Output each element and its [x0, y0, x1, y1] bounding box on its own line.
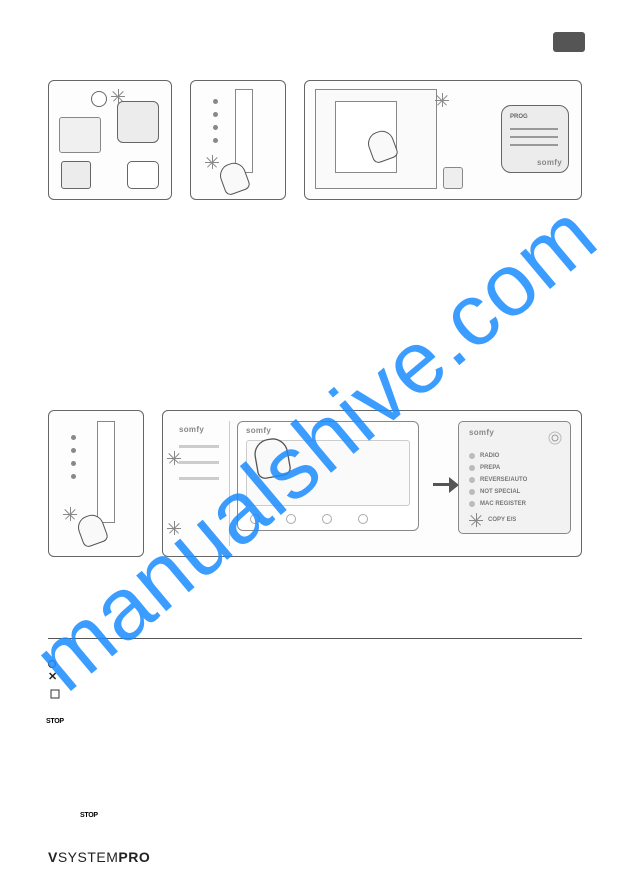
diagram-panel-2: [190, 80, 286, 200]
icon-stack: ✕: [48, 660, 68, 701]
brand-footer: VSYSTEMPRO: [48, 849, 150, 865]
stop-label-2: STOP: [80, 812, 98, 819]
diagram-row-1: PROG somfy: [48, 80, 582, 200]
side-item-label: MAC REGISTER: [480, 501, 526, 507]
side-item-label: NOT SPECIAL: [480, 489, 520, 495]
language-badge: [553, 32, 585, 52]
prog-label: PROG: [510, 114, 528, 120]
stop-label: STOP: [46, 718, 64, 725]
diagram-panel-3: PROG somfy: [304, 80, 582, 200]
diagram-panel-4: [48, 410, 144, 557]
side-item-label: PREPA: [480, 465, 500, 471]
antenna-icon: [546, 429, 564, 447]
side-item-label: REVERSE/AUTO: [480, 477, 527, 483]
diagram-panel-1: [48, 80, 172, 200]
brand-pro: PRO: [118, 849, 150, 865]
divider: [48, 638, 582, 639]
arrow-right-icon: [433, 477, 461, 493]
somfy-mini-label: somfy: [537, 158, 562, 167]
close-icon: ✕: [48, 672, 68, 683]
side-item-label: RADIO: [480, 453, 499, 459]
down-icon: [48, 687, 62, 701]
brand-system: SYSTEM: [58, 849, 119, 865]
side-menu-card: somfy RADIO PREPA REVERSE/AUTO NOT SPECI…: [458, 421, 571, 534]
screen-brand-label: somfy: [246, 426, 271, 435]
settings-icon: [48, 660, 56, 668]
side-item-label: COPY E/S: [488, 517, 516, 523]
diagram-row-2: somfy somfy somfy: [48, 410, 582, 557]
brand-v: V: [48, 849, 58, 865]
somfy-left-label: somfy: [179, 425, 204, 434]
diagram-panel-5: somfy somfy somfy: [162, 410, 582, 557]
